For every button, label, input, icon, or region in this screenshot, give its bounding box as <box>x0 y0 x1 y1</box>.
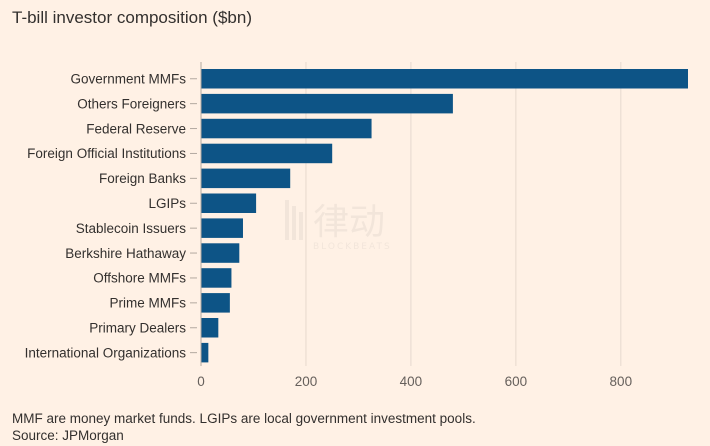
bar-9 <box>201 293 230 313</box>
bar-5 <box>201 193 257 213</box>
x-tick-label-800: 800 <box>610 374 633 389</box>
category-label-4: Foreign Banks <box>99 171 186 186</box>
category-label-0: Government MMFs <box>70 71 186 86</box>
bar-8 <box>201 268 232 288</box>
bar-2 <box>201 118 372 139</box>
bar-3 <box>201 143 333 164</box>
bar-4 <box>201 168 291 189</box>
bar-7 <box>201 243 240 263</box>
x-tick-label-600: 600 <box>505 374 528 389</box>
bar-0 <box>201 69 688 89</box>
category-label-3: Foreign Official Institutions <box>27 146 186 161</box>
x-tick-label-200: 200 <box>295 374 318 389</box>
bar-10 <box>201 318 219 338</box>
x-tick-label-0: 0 <box>197 374 205 389</box>
category-label-1: Others Foreigners <box>77 96 186 111</box>
footnote: MMF are money market funds. LGIPs are lo… <box>12 410 476 444</box>
category-label-8: Offshore MMFs <box>93 271 186 286</box>
category-label-7: Berkshire Hathaway <box>65 246 186 261</box>
bar-11 <box>201 342 209 363</box>
bar-6 <box>201 218 243 238</box>
category-label-11: International Organizations <box>25 345 187 360</box>
category-label-6: Stablecoin Issuers <box>76 221 187 236</box>
footnote-note: MMF are money market funds. LGIPs are lo… <box>12 411 476 426</box>
chart-title: T-bill investor composition ($bn) <box>12 8 252 27</box>
category-label-5: LGIPs <box>148 196 186 211</box>
x-tick-label-400: 400 <box>400 374 423 389</box>
category-label-2: Federal Reserve <box>86 121 186 136</box>
bar-1 <box>201 93 453 114</box>
footnote-source: Source: JPMorgan <box>12 428 124 443</box>
category-label-10: Primary Dealers <box>89 320 186 335</box>
category-label-9: Prime MMFs <box>110 296 187 311</box>
